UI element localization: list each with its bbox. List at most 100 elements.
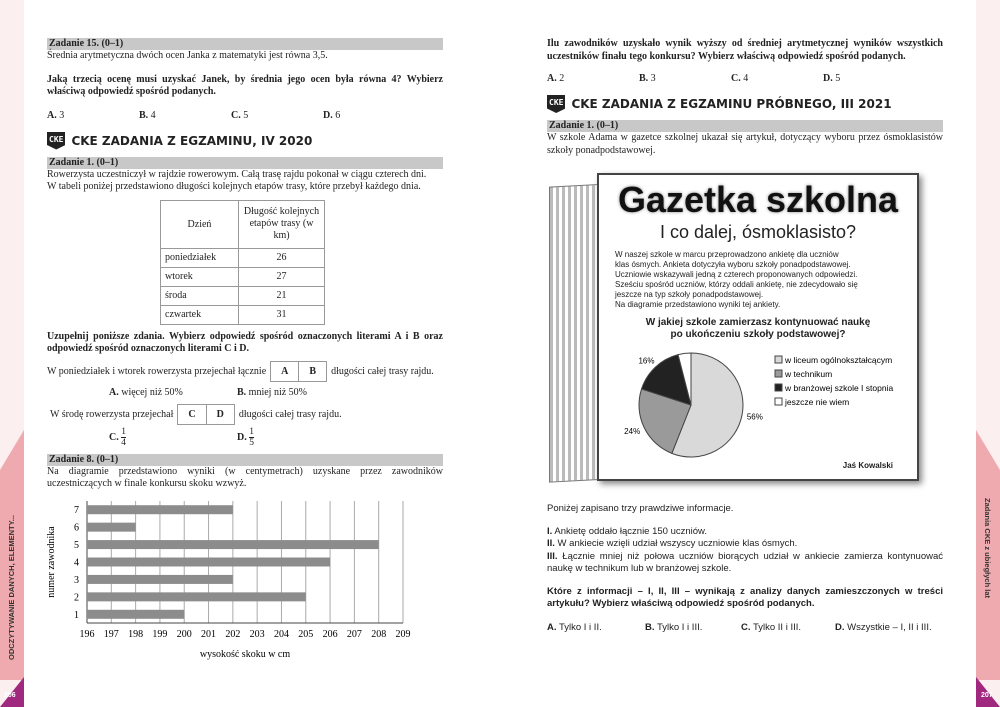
option-a[interactable]: A. więcej niż 50% <box>109 386 183 398</box>
task-text: Na diagramie przedstawiono wyniki (w cen… <box>47 465 443 490</box>
task-text: Średnia arytmetyczna dwóch ocen Janka z … <box>47 50 328 61</box>
task-header: Zadanie 8. (0–1) <box>47 453 443 466</box>
legend-label: w technikum <box>784 369 832 379</box>
task-1: Zadanie 1. (0–1) Rowerzysta uczestniczył… <box>47 156 443 449</box>
option-b[interactable]: B. Tylko I i III. <box>645 621 703 633</box>
bar <box>87 539 379 549</box>
table-header: Długość kolejnych etapów trasy (w km) <box>238 199 325 249</box>
legend-label: w branżowej szkole I stopnia <box>784 383 893 393</box>
table-row: poniedziałek 26 <box>160 247 325 268</box>
option-a[interactable]: A. 2 <box>547 73 565 84</box>
options-ab: A. więcej niż 50% B. mniej niż 50% <box>109 386 443 399</box>
y-tick-label: 1 <box>74 609 79 620</box>
task-1-info: Poniżej zapisano trzy prawdziwe informac… <box>547 503 943 634</box>
x-tick-label: 208 <box>371 629 386 640</box>
option-d[interactable]: D. 5 <box>823 73 841 84</box>
option-a[interactable]: A. 3 <box>47 109 65 121</box>
info-intro: Poniżej zapisano trzy prawdziwe informac… <box>547 503 734 514</box>
bar <box>87 522 136 532</box>
legend-label: w liceum ogólnokształcącym <box>784 355 892 365</box>
author: Jaś Kowalski <box>842 461 893 470</box>
option-b[interactable]: B. mniej niż 50% <box>237 386 307 398</box>
section-band <box>976 430 1000 680</box>
bar <box>87 557 331 566</box>
gazette-title: Gazetka szkolna <box>617 179 899 220</box>
gazette-illustration: Gazetka szkolna I co dalej, ósmoklasisto… <box>547 171 943 489</box>
y-tick-label: 6 <box>74 522 79 533</box>
bar <box>87 609 185 619</box>
x-tick-label: 209 <box>396 629 411 640</box>
info-item: I. Ankietę oddało łącznie 150 uczniów. <box>547 525 708 537</box>
task-text: Rowerzysta uczestniczył w rajdzie rowero… <box>47 168 427 180</box>
cke-section-heading: CKE CKE ZADANIA Z EGZAMINU, IV 2020 <box>47 131 443 151</box>
option-b[interactable]: B. 3 <box>639 73 656 84</box>
section-title: CKE ZADANIA Z EGZAMINU PRÓBNEGO, III 202… <box>571 97 892 111</box>
task-text: W szkole Adama w gazetce szkolnej ukazał… <box>547 132 943 156</box>
task-15: Zadanie 15. (0–1) Średnia arytmetyczna d… <box>47 38 443 122</box>
option-a[interactable]: A. Tylko I i II. <box>547 621 602 633</box>
gazette-page: Gazetka szkolna I co dalej, ósmoklasisto… <box>597 173 919 481</box>
y-tick-label: 5 <box>74 540 79 551</box>
cke-badge-icon: CKE <box>547 95 566 113</box>
y-tick-label: 7 <box>74 505 79 516</box>
task-text: W tabeli poniżej przedstawiono długości … <box>47 181 421 192</box>
pie-data-label: 16% <box>638 357 654 366</box>
pie-data-label: 24% <box>624 427 640 436</box>
left-page: ODCZYTYWANIE DANYCH, ELEMENTY... 206 Zad… <box>0 0 443 707</box>
task-header: Zadanie 1. (0–1) <box>547 120 943 132</box>
jump-height-bar-chart: 196 197 198 199 200 201 202 203 204 205 206 207 208 2… <box>46 500 411 660</box>
task-header: Zadanie 1. (0–1) <box>47 156 443 169</box>
task-instruction: Uzupełnij poniższe zdania. Wybierz odpow… <box>47 330 443 355</box>
table-row: czwartek 31 <box>160 304 325 325</box>
option-c[interactable]: C. 5 <box>231 109 249 121</box>
answer-options: A. Tylko I i II. B. Tylko I i III. C. Ty… <box>547 621 943 634</box>
gazette-body: W naszej szkole w marcu przeprowadzono a… <box>615 250 858 309</box>
y-tick-label: 4 <box>74 557 79 568</box>
y-tick-label: 2 <box>74 592 79 603</box>
right-page: Zadania CKE z ubiegłych lat 207 Ilu zawo… <box>500 0 1000 707</box>
task-header: Zadanie 15. (0–1) <box>47 38 443 50</box>
x-tick-label: 197 <box>104 629 119 640</box>
stages-table: Dzień Długość kolejnych etapów trasy (w k… <box>160 199 325 325</box>
pie-chart-title: W jakiej szkole zamierzasz kontynuować n… <box>645 317 871 340</box>
option-c[interactable]: C. 4 <box>731 73 749 84</box>
legend-swatch <box>774 397 783 406</box>
task-8-question: Ilu zawodników uzyskało wynik wyższy od … <box>547 38 943 85</box>
bar <box>87 591 306 601</box>
page-number: 207 <box>981 692 993 699</box>
section-band <box>0 430 24 680</box>
answer-options: A. 2 B. 3 C. 4 D. 5 <box>547 72 943 85</box>
page-number: 206 <box>4 692 16 699</box>
task-question: Ilu zawodników uzyskało wynik wyższy od … <box>547 38 943 62</box>
gazette-subtitle: I co dalej, ósmoklasisto? <box>659 222 857 242</box>
option-d[interactable]: D. Wszystkie – I, II i III. <box>835 621 932 633</box>
pie-slice <box>640 354 692 406</box>
option-c[interactable]: C. Tylko II i III. <box>741 621 802 633</box>
option-b[interactable]: B. 4 <box>139 109 156 121</box>
task-question: Które z informacji – I, II, III – wynika… <box>547 585 943 610</box>
x-tick-label: 198 <box>128 629 143 640</box>
x-tick-label: 201 <box>201 629 216 640</box>
cke-badge-icon: CKE <box>47 131 66 150</box>
y-tick-label: 3 <box>74 574 79 585</box>
pie-slice <box>677 352 692 406</box>
table-row: wtorek 27 <box>160 266 325 287</box>
x-tick-label: 196 <box>80 629 95 640</box>
x-tick-label: 200 <box>177 629 192 640</box>
x-tick-label: 202 <box>225 629 240 640</box>
info-item: II. W ankiecie wzięli udział wszyscy ucz… <box>547 538 798 549</box>
legend-swatch <box>774 383 783 392</box>
pie-data-label: 56% <box>747 412 763 421</box>
right-content: Ilu zawodników uzyskało wynik wyższy od … <box>547 38 943 634</box>
sentence-1: W poniedziałek i wtorek rowerzysta przej… <box>47 360 443 382</box>
y-axis-label: numer zawodnika <box>46 525 57 597</box>
option-d[interactable]: D. 6 <box>323 109 341 121</box>
bar <box>87 574 233 584</box>
x-tick-label: 207 <box>347 629 362 640</box>
